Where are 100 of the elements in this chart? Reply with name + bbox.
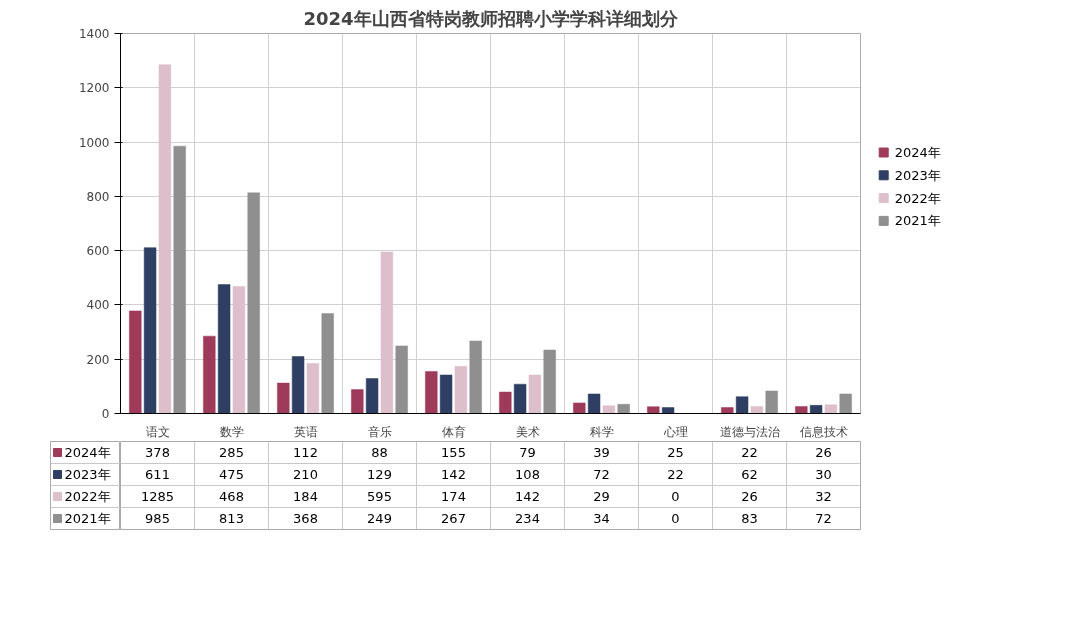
data-label: 813 [219, 511, 244, 526]
bar [291, 356, 305, 414]
bar [454, 366, 468, 414]
data-label: 22 [667, 467, 684, 482]
bar [158, 64, 172, 414]
data-label: 32 [815, 489, 832, 504]
bar [809, 405, 823, 414]
x-tick-label: 信息技术 [799, 424, 848, 439]
bar [795, 406, 808, 414]
bar [543, 349, 556, 414]
data-label: 267 [441, 511, 466, 526]
x-tick-label: 音乐 [367, 424, 392, 439]
data-label: 25 [667, 445, 684, 460]
data-label: 378 [145, 445, 170, 460]
bar [217, 284, 231, 414]
bar [499, 391, 512, 414]
y-tick-label: 600 [86, 244, 110, 259]
bar [380, 251, 394, 414]
bar [661, 407, 675, 414]
data-label: 1285 [140, 489, 175, 504]
legend-label: 2024年 [64, 445, 111, 460]
bar [395, 345, 408, 414]
x-tick-label: 美术 [515, 424, 540, 439]
text: 2022年 [64, 489, 111, 504]
legend-label: 2021年 [894, 213, 941, 229]
x-tick-label: 体育 [441, 424, 466, 439]
x-tick-label: 道德与法治 [719, 424, 780, 439]
data-label: 26 [815, 445, 832, 460]
y-tick-label: 0 [101, 407, 110, 421]
bar [306, 363, 320, 414]
bar [617, 404, 630, 414]
legend-label: 2022年 [894, 190, 941, 206]
data-label: 184 [293, 489, 318, 504]
data-label: 174 [441, 489, 466, 504]
bar [587, 393, 601, 414]
data-label: 112 [293, 445, 318, 460]
data-label: 79 [519, 445, 536, 460]
data-label: 210 [293, 467, 318, 482]
data-label: 475 [219, 467, 244, 482]
data-label: 249 [367, 511, 392, 526]
bar [721, 407, 734, 414]
y-tick-label: 400 [86, 298, 110, 313]
bar [528, 374, 542, 414]
bar [232, 286, 246, 414]
bar [439, 374, 453, 414]
bar [425, 371, 438, 414]
data-label: 368 [293, 511, 318, 526]
data-label: 29 [593, 489, 610, 504]
data-label: 22 [741, 445, 758, 460]
y-tick-label: 200 [86, 352, 110, 367]
bar [129, 310, 142, 414]
data-label: 26 [741, 489, 758, 504]
data-label: 155 [441, 445, 466, 460]
bar [513, 383, 527, 414]
data-label: 72 [815, 511, 832, 526]
data-label: 142 [441, 467, 466, 482]
bar [765, 390, 778, 414]
y-tick-label: 800 [86, 189, 110, 204]
bar [321, 313, 334, 414]
bar [173, 145, 186, 414]
data-label: 72 [593, 467, 610, 482]
data-label: 34 [593, 511, 610, 526]
bar [469, 340, 482, 414]
x-tick-label: 科学 [589, 424, 614, 439]
bar [203, 335, 216, 414]
bar [351, 389, 364, 414]
data-label: 39 [593, 445, 610, 460]
text: 2023年 [894, 167, 941, 183]
legend-label: 2023年 [64, 467, 111, 482]
data-label: 468 [219, 489, 244, 504]
y-tick-label: 1400 [78, 27, 110, 41]
data-label: 0 [671, 489, 680, 504]
data-label: 30 [815, 467, 832, 482]
bar [824, 404, 838, 414]
text: 2021年 [64, 511, 111, 526]
data-label: 611 [145, 467, 170, 482]
data-label: 83 [741, 511, 758, 526]
bar [247, 192, 260, 414]
chart-title: 2024年山西省特岗教师招聘小学学科详细划分 [303, 7, 679, 29]
x-tick-label: 语文 [145, 424, 170, 439]
data-label: 985 [145, 511, 170, 526]
bar [647, 406, 660, 414]
bar [365, 378, 379, 414]
y-tick-label: 1000 [78, 135, 110, 150]
data-label: 0 [671, 511, 680, 526]
x-tick-label: 心理 [662, 424, 688, 439]
data-label: 108 [515, 467, 540, 482]
x-tick-label: 英语 [293, 424, 318, 439]
data-label: 62 [741, 467, 758, 482]
data-label: 88 [371, 445, 388, 460]
bar [602, 405, 616, 414]
text: 2024年 [894, 145, 941, 160]
data-label: 129 [367, 467, 392, 482]
x-tick-label: 数学 [219, 424, 244, 439]
data-label: 285 [219, 445, 244, 460]
bar [573, 402, 586, 414]
data-label: 595 [367, 489, 392, 504]
bar [735, 396, 749, 414]
bar [750, 406, 764, 414]
data-label: 234 [515, 511, 540, 526]
